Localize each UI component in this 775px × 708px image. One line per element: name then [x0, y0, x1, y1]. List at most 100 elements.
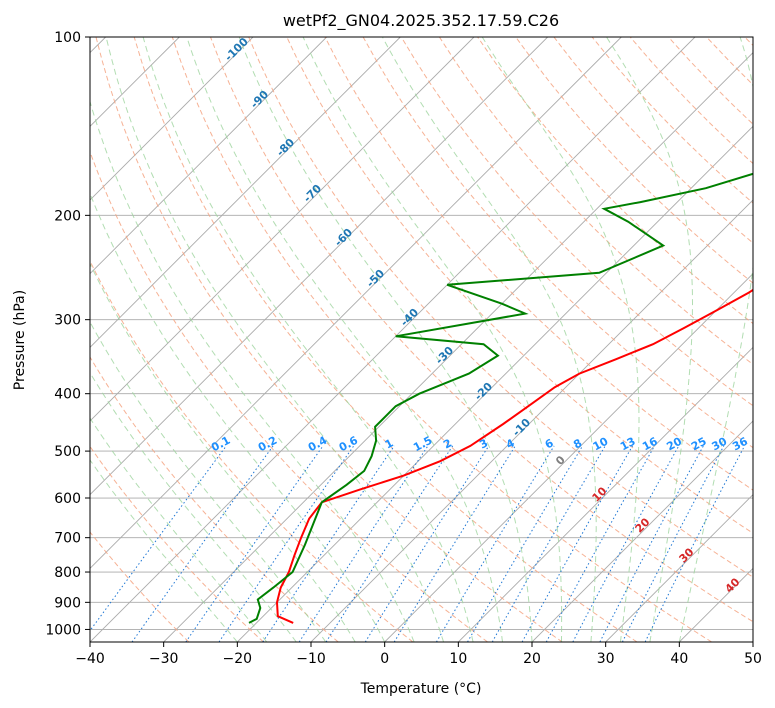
dry-adiabat-line — [171, 37, 712, 642]
mixing-ratio-label: 25 — [689, 435, 709, 454]
dry-adiabat-line — [90, 445, 264, 642]
chart-title: wetPf2_GN04.2025.352.17.59.C26 — [283, 11, 559, 31]
mixing-ratio-line — [218, 445, 355, 642]
mixing-ratio-line — [545, 445, 656, 642]
x-tick-label: 50 — [744, 651, 762, 667]
isotherm-line — [384, 273, 753, 642]
isotherm-line — [458, 346, 753, 642]
mixing-ratio-label: 36 — [730, 435, 750, 454]
moist-adiabat-line — [105, 37, 445, 642]
dry-adiabat-line — [400, 37, 753, 407]
mixing-ratio-line — [393, 445, 516, 642]
isotherm-lines — [90, 37, 753, 642]
isotherm-line — [90, 37, 254, 201]
moist-adiabat-line — [90, 371, 297, 642]
moist-adiabat-line — [186, 37, 503, 642]
y-tick-label: 1000 — [45, 622, 81, 638]
isotherm-line — [90, 37, 622, 569]
y-tick-label: 500 — [54, 444, 81, 460]
x-tick-label: −20 — [223, 651, 253, 667]
moist-adiabat-line — [302, 37, 563, 642]
y-tick-label: 100 — [54, 30, 81, 46]
mixing-ratio-line — [467, 445, 584, 642]
y-tick-label: 800 — [54, 565, 81, 581]
mixing-ratio-line — [298, 445, 429, 642]
dewpoint-profile — [248, 172, 753, 624]
y-tick-label: 600 — [54, 491, 81, 507]
moist-adiabat-line — [90, 459, 238, 642]
mixing-ratio-label: 16 — [640, 435, 660, 454]
mixing-ratio-label: 10 — [591, 435, 611, 454]
temperature-profile — [275, 288, 753, 624]
x-tick-label: −10 — [296, 651, 326, 667]
moist-adiabat-line — [381, 37, 597, 642]
mixing-ratio-line — [644, 445, 746, 642]
x-tick-label: 0 — [380, 651, 389, 667]
dry-adiabat-line — [90, 531, 190, 642]
dry-adiabat-line — [133, 37, 638, 642]
plot-frame — [89, 36, 754, 643]
dry-adiabat-line — [90, 259, 414, 642]
x-tick-label: 30 — [597, 651, 615, 667]
moist-adiabat-line — [90, 192, 386, 642]
mixing-ratio-line — [131, 445, 274, 642]
dry-adiabat-line — [210, 37, 753, 623]
x-tick-label: 40 — [670, 651, 688, 667]
isotherm-line — [605, 494, 753, 642]
moist-adiabat-line — [481, 37, 640, 642]
x-axis-label: Temperature (°C) — [360, 681, 482, 697]
moist-adiabat-line — [90, 262, 356, 642]
isotherm-line — [163, 52, 753, 642]
x-tick-label: −40 — [75, 651, 105, 667]
y-axis-label: Pressure (hPa) — [12, 290, 28, 390]
moist-adiabat-line — [90, 321, 327, 642]
y-tick-label: 400 — [54, 387, 81, 403]
mixing-ratio-line — [435, 445, 555, 642]
mixing-ratio-label: 13 — [618, 435, 638, 454]
mixing-ratio-line — [621, 445, 725, 642]
moist-adiabat-line — [90, 417, 268, 642]
isotherm-line — [531, 420, 753, 642]
mixing-ratio-label: 30 — [710, 435, 730, 454]
moist-adiabat-line — [238, 37, 533, 642]
moist-adiabat-line — [606, 37, 693, 642]
dry-adiabat-line — [90, 356, 339, 642]
isotherm-line — [90, 37, 696, 642]
mixing-ratio-lines — [90, 445, 746, 642]
dry-adiabat-line — [515, 37, 753, 284]
y-tick-label: 200 — [54, 208, 81, 224]
mixing-ratio-label: 20 — [664, 435, 684, 454]
isotherm-line — [90, 37, 327, 275]
mixing-ratio-line — [521, 445, 633, 642]
moist-adiabat-line — [142, 37, 474, 642]
plot-area: 0.1 0.2 0.4 0.6 1 1.5 2 3 4 6 8 10 13 16 20 25 30 36-100-… — [90, 37, 753, 642]
mixing-ratio-line — [325, 445, 454, 642]
x-tick-label: 20 — [523, 651, 541, 667]
moist-adiabat-lines — [90, 37, 753, 642]
x-tick-label: 10 — [449, 651, 467, 667]
y-tick-label: 300 — [54, 313, 81, 329]
mixing-ratio-line — [262, 445, 395, 642]
y-axis: 100 200 300 400 500 600 700 800 900 1000 — [45, 30, 90, 638]
dry-adiabat-line — [90, 150, 488, 642]
isobar-gridlines — [90, 37, 753, 630]
dry-adiabat-line — [438, 37, 753, 366]
moist-adiabat-line — [678, 37, 753, 642]
dry-adiabat-lines — [90, 37, 753, 642]
isotherm-line — [237, 125, 753, 642]
x-tick-label: −30 — [149, 651, 179, 667]
isotherm-line — [90, 37, 548, 496]
y-tick-label: 900 — [54, 595, 81, 611]
dry-adiabat-line — [95, 37, 563, 642]
isotherm-line — [90, 37, 475, 422]
y-tick-label: 700 — [54, 531, 81, 547]
mixing-ratio-line — [185, 445, 324, 642]
x-axis: −40 −30 −20 −10 0 10 20 30 40 50 — [75, 642, 762, 667]
mixing-ratio-line — [364, 445, 490, 642]
isotherm-line — [90, 37, 401, 348]
sounding-profiles — [248, 172, 753, 624]
moist-adiabat-line — [90, 99, 415, 642]
dry-adiabat-line — [248, 37, 753, 578]
